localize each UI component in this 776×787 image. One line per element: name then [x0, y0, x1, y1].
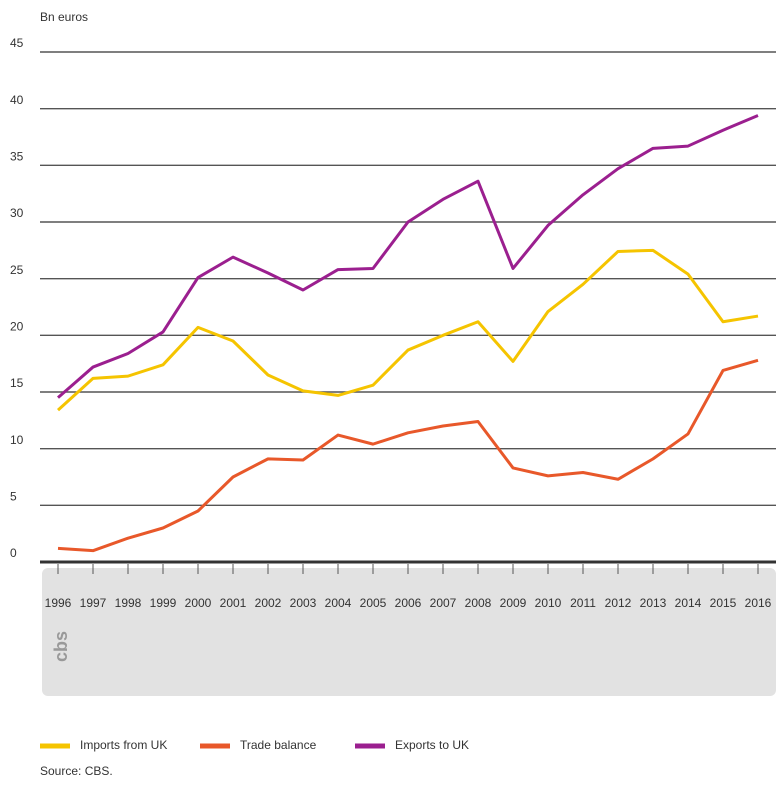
- y-tick-label: 30: [10, 206, 24, 220]
- x-tick-label: 2013: [640, 596, 667, 610]
- y-tick-label: 45: [10, 36, 24, 50]
- y-tick-label: 5: [10, 490, 17, 504]
- x-tick-label: 2010: [535, 596, 562, 610]
- line-series: [57, 114, 759, 399]
- legend-label: Trade balance: [240, 738, 317, 752]
- x-tick-label: 2015: [710, 596, 737, 610]
- x-tick-label: 1996: [45, 596, 72, 610]
- y-tick-label: 35: [10, 150, 24, 164]
- x-tick-label: 2003: [290, 596, 317, 610]
- y-axis-label: Bn euros: [40, 10, 88, 24]
- x-tick-label: 1997: [80, 596, 107, 610]
- x-tick-label: 2006: [395, 596, 422, 610]
- x-tick-label: 2016: [745, 596, 772, 610]
- footer-box: [42, 568, 776, 696]
- x-tick-label: 2002: [255, 596, 282, 610]
- x-tick-label: 2001: [220, 596, 247, 610]
- x-tick-label: 2009: [500, 596, 527, 610]
- x-tick-label: 2007: [430, 596, 457, 610]
- x-tick-label: 2008: [465, 596, 492, 610]
- x-tick-label: 2014: [675, 596, 702, 610]
- y-tick-label: 25: [10, 263, 24, 277]
- line-series: [56, 248, 759, 412]
- x-tick-label: 2004: [325, 596, 352, 610]
- y-tick-label: 10: [10, 433, 24, 447]
- logo: cbs: [51, 631, 71, 662]
- x-tick-label: 1999: [150, 596, 177, 610]
- y-tick-label: 15: [10, 376, 24, 390]
- x-tick-label: 2012: [605, 596, 632, 610]
- x-tick-label: 2000: [185, 596, 212, 610]
- legend-label: Imports from UK: [80, 738, 167, 752]
- x-tick-label: 1998: [115, 596, 142, 610]
- y-tick-label: 40: [10, 93, 24, 107]
- x-tick-label: 2011: [570, 596, 596, 610]
- y-tick-label: 0: [10, 546, 17, 560]
- x-tick-label: 2005: [360, 596, 387, 610]
- y-tick-label: 20: [10, 320, 24, 334]
- legend-label: Exports to UK: [395, 738, 469, 752]
- line-series: [57, 358, 759, 553]
- source: Source: CBS.: [40, 764, 113, 778]
